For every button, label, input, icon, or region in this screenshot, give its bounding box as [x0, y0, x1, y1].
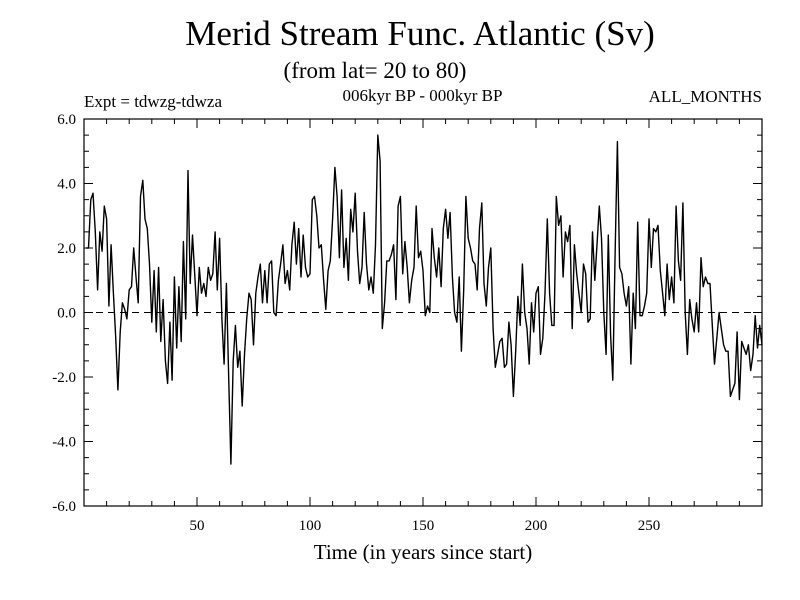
x-axis-label: Time (in years since start): [313, 540, 533, 564]
y-tick-label: -4.0: [52, 435, 76, 451]
y-tick-label: 4.0: [57, 177, 76, 193]
y-tick-label: 0.0: [57, 306, 76, 322]
months-label: ALL_MONTHS: [648, 87, 762, 106]
x-tick-label: 150: [412, 518, 435, 534]
chart-subtitle: (from lat= 20 to 80): [283, 58, 467, 83]
plot-frame: [83, 118, 763, 507]
y-tick-label: 2.0: [57, 241, 76, 257]
series-line: [86, 134, 763, 465]
x-tick-label: 200: [525, 518, 548, 534]
tick-labels-layer: 50 100 150 200 250 -6.0 -4.0 -2.0 0.0 2.0 4.0 6.0: [52, 112, 660, 534]
y-tick-label: 6.0: [57, 112, 76, 128]
period-label: 006kyr BP - 000kyr BP: [342, 86, 503, 105]
x-tick-label: 50: [190, 518, 205, 534]
experiment-label: Expt = tdwzg-tdwza: [84, 92, 222, 111]
chart-title: Merid Stream Func. Atlantic (Sv): [185, 14, 655, 53]
y-tick-label: -2.0: [52, 370, 76, 386]
ticks-layer: [84, 119, 762, 506]
x-tick-label: 100: [299, 518, 322, 534]
y-tick-label: -6.0: [52, 499, 76, 515]
x-tick-label: 250: [638, 518, 661, 534]
